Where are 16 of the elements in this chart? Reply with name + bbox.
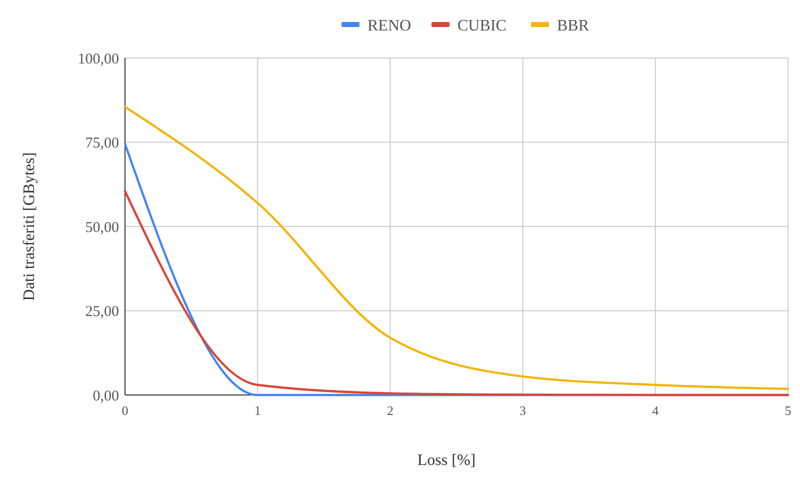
y-tick-label: 100,00: [78, 51, 119, 68]
x-tick-label: 2: [386, 403, 394, 418]
legend-label: BBR: [557, 18, 590, 35]
y-tick-label: 75,00: [85, 136, 119, 152]
x-axis-title: Loss [%]: [417, 452, 476, 469]
y-axis-title: Dati trasferiti [GBytes]: [21, 152, 38, 301]
y-tick-label: 0,00: [92, 388, 119, 404]
x-tick-label: 1: [254, 403, 261, 418]
y-tick-label: 50,00: [85, 220, 119, 236]
x-tick-label: 5: [784, 403, 792, 418]
legend-label: CUBIC: [458, 18, 506, 35]
x-tick-label: 3: [520, 403, 526, 418]
y-tick-label: 25,00: [85, 304, 119, 320]
x-tick-label: 4: [652, 403, 660, 418]
legend-label: RENO: [368, 18, 412, 35]
x-tick-label: 0: [122, 403, 128, 418]
